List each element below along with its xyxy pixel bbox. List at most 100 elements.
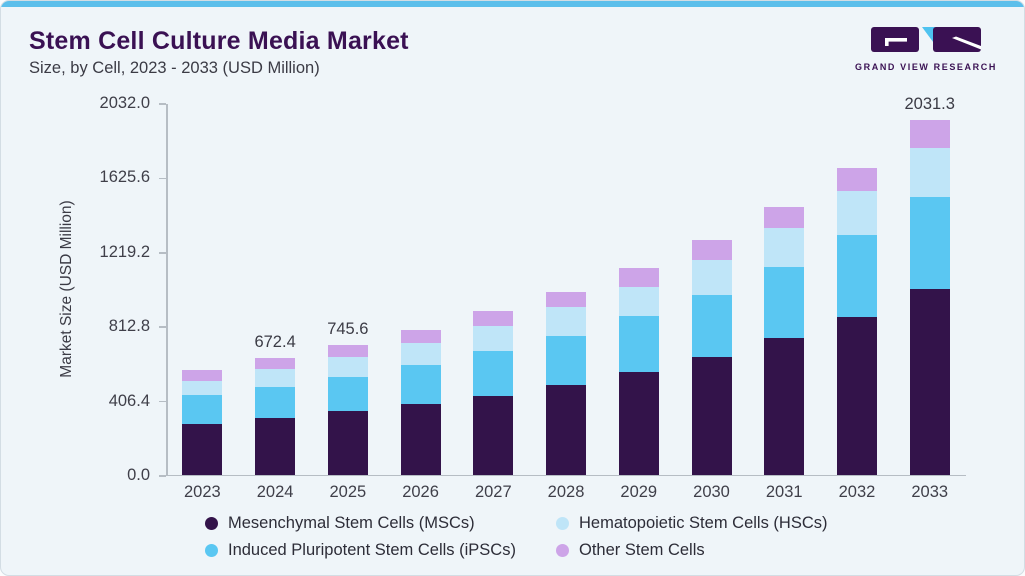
bar-segment-hsc-2028 — [546, 306, 587, 336]
bar-segment-other-2033 — [909, 120, 950, 149]
legend-item: Other Stem Cells — [556, 537, 827, 563]
bar-segment-msc-2031 — [764, 337, 805, 475]
x-axis-label-2028: 2028 — [547, 483, 585, 501]
bar-slot-2029 — [602, 268, 675, 475]
bar-segment-msc-2033 — [909, 289, 950, 475]
x-axis-label-2029: 2029 — [620, 483, 658, 501]
legend-label: Mesenchymal Stem Cells (MSCs) — [228, 513, 475, 532]
bar-total-label-2025: 745.6 — [327, 319, 369, 338]
bar-segment-ipsc-2023 — [182, 395, 223, 424]
bar-segment-hsc-2030 — [691, 259, 732, 296]
bar-segment-other-2029 — [618, 268, 659, 287]
bar-slot-2031 — [748, 206, 821, 475]
bar-2023 — [182, 369, 223, 475]
bar-segment-msc-2026 — [400, 404, 441, 475]
bar-segment-msc-2027 — [473, 395, 514, 475]
x-axis-label-2024: 2024 — [256, 483, 294, 501]
y-tick-mark — [159, 252, 166, 254]
bar-slot-2024: 672.4 — [239, 333, 312, 475]
bar-segment-hsc-2027 — [473, 326, 514, 352]
bar-segment-hsc-2025 — [327, 356, 368, 377]
bar-slot-2023 — [166, 369, 239, 475]
legend-dot-icon — [205, 543, 218, 557]
x-axis-label-2023: 2023 — [184, 483, 221, 501]
bar-total-label-2024: 672.4 — [254, 332, 296, 351]
bar-segment-hsc-2023 — [182, 380, 223, 396]
logo-text: GRAND VIEW RESEARCH — [855, 62, 997, 72]
bar-segment-msc-2032 — [836, 317, 877, 475]
legend-item: Mesenchymal Stem Cells (MSCs) — [205, 510, 556, 536]
x-axis-label-2032: 2032 — [838, 483, 876, 501]
bar-segment-hsc-2033 — [909, 148, 950, 197]
bar-slot-2032 — [821, 167, 894, 475]
legend-dot-icon — [556, 516, 569, 530]
bar-2030 — [691, 239, 732, 475]
bar-segment-other-2032 — [836, 167, 877, 191]
bar-segment-ipsc-2033 — [909, 196, 950, 290]
bar-segment-hsc-2032 — [836, 190, 877, 236]
bar-slot-2028 — [530, 291, 603, 475]
bar-segment-ipsc-2030 — [691, 295, 732, 358]
y-tick-label: 812.8 — [108, 317, 150, 336]
page-subtitle: Size, by Cell, 2023 - 2033 (USD Million) — [29, 59, 320, 77]
x-axis-label-2026: 2026 — [402, 483, 439, 501]
x-axis-label-2031: 2031 — [765, 483, 803, 501]
bar-segment-hsc-2029 — [618, 286, 659, 317]
bar-slot-2033: 2031.3 — [893, 95, 966, 475]
bar-2029 — [618, 268, 659, 475]
bars-container: 672.4 745.6 2031.3 — [166, 95, 966, 475]
legend-label: Induced Pluripotent Stem Cells (iPSCs) — [228, 540, 516, 559]
bar-slot-2027 — [457, 310, 530, 475]
bar-2026 — [400, 329, 441, 475]
bar-segment-ipsc-2029 — [618, 316, 659, 373]
y-tick-mark — [159, 177, 166, 180]
y-tick-label: 0.0 — [127, 466, 150, 484]
y-tick-mark — [159, 475, 166, 477]
bar-2033 — [909, 120, 950, 475]
page-title: Stem Cell Culture Media Market — [29, 27, 409, 55]
grand-view-research-logo: GRAND VIEW RESEARCH — [855, 27, 997, 72]
bar-segment-ipsc-2027 — [473, 351, 514, 396]
bar-segment-other-2026 — [400, 329, 441, 343]
bar-segment-other-2027 — [473, 310, 514, 327]
bar-2028 — [546, 291, 587, 475]
x-axis-label-2030: 2030 — [693, 483, 730, 501]
bar-segment-hsc-2031 — [764, 228, 805, 268]
legend-label: Hematopoietic Stem Cells (HSCs) — [579, 513, 828, 532]
y-tick-mark — [159, 103, 166, 105]
bar-segment-ipsc-2028 — [546, 335, 587, 385]
bar-slot-2030 — [675, 239, 748, 475]
x-axis-label-2027: 2027 — [474, 483, 512, 501]
x-axis-labels: 2023 2024 2025 2026 2027 2028 2029 2030 2031 2032… — [166, 483, 966, 502]
bar-segment-ipsc-2032 — [836, 235, 877, 318]
x-axis-label-2033: 2033 — [911, 483, 949, 501]
y-axis-line — [166, 104, 168, 476]
plot-area: 0.0 406.4 812.8 1219.2 1625.6 2032.0 672.4 745… — [100, 94, 966, 484]
bar-segment-msc-2029 — [618, 372, 659, 475]
bar-2027 — [473, 310, 514, 475]
bar-segment-other-2024 — [255, 357, 296, 369]
y-tick-label: 1625.6 — [99, 168, 150, 187]
y-axis-title: Market Size (USD Million) — [58, 200, 75, 378]
x-axis-label-2025: 2025 — [329, 483, 367, 501]
y-tick-label: 1219.2 — [99, 242, 150, 261]
bar-2024 — [255, 357, 296, 475]
chart-legend: Mesenchymal Stem Cells (MSCs) Hematopoiet… — [205, 510, 827, 563]
bar-slot-2026 — [384, 329, 457, 475]
legend-dot-icon — [556, 543, 569, 557]
bar-2032 — [836, 167, 877, 475]
legend-dot-icon — [205, 516, 218, 530]
y-tick-mark — [159, 326, 166, 328]
bar-segment-msc-2028 — [546, 384, 587, 475]
logo-mark-icon — [871, 27, 981, 52]
y-tick-label: 2032.0 — [99, 94, 150, 112]
y-tick-label: 406.4 — [108, 391, 150, 410]
bar-2031 — [764, 206, 805, 475]
bar-segment-msc-2023 — [182, 423, 223, 475]
bar-segment-other-2030 — [691, 239, 732, 260]
bar-segment-hsc-2026 — [400, 342, 441, 365]
bar-2025 — [327, 344, 368, 475]
x-axis-line — [166, 474, 966, 476]
bar-segment-ipsc-2026 — [400, 364, 441, 405]
y-tick-mark — [159, 400, 166, 403]
